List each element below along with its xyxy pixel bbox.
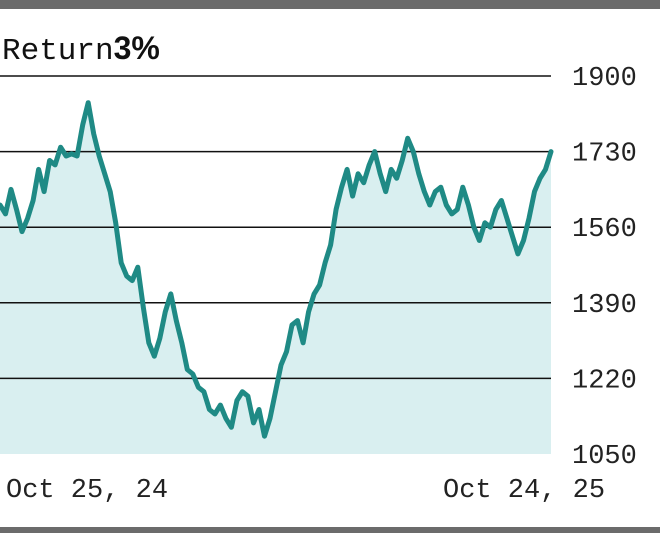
y-tick-label-1730: 1730 [572, 140, 637, 170]
y-tick-label-1220: 1220 [572, 366, 637, 396]
series-area-fill [0, 102, 551, 454]
x-tick-label-end: Oct 24, 25 [443, 476, 605, 506]
y-tick-label-1050: 1050 [572, 442, 637, 472]
x-tick-label-start: Oct 25, 24 [6, 476, 168, 506]
chart-title: Return3% [2, 28, 160, 69]
y-tick-label-1560: 1560 [572, 215, 637, 245]
series-line [0, 100, 554, 439]
y-tick-label-1390: 1390 [572, 291, 637, 321]
bottom-frame-bar [0, 527, 660, 533]
return-value: 3% [113, 30, 160, 66]
title-label: Return [2, 34, 114, 69]
y-tick-label-1900: 1900 [572, 64, 637, 94]
top-frame-bar [0, 0, 660, 9]
